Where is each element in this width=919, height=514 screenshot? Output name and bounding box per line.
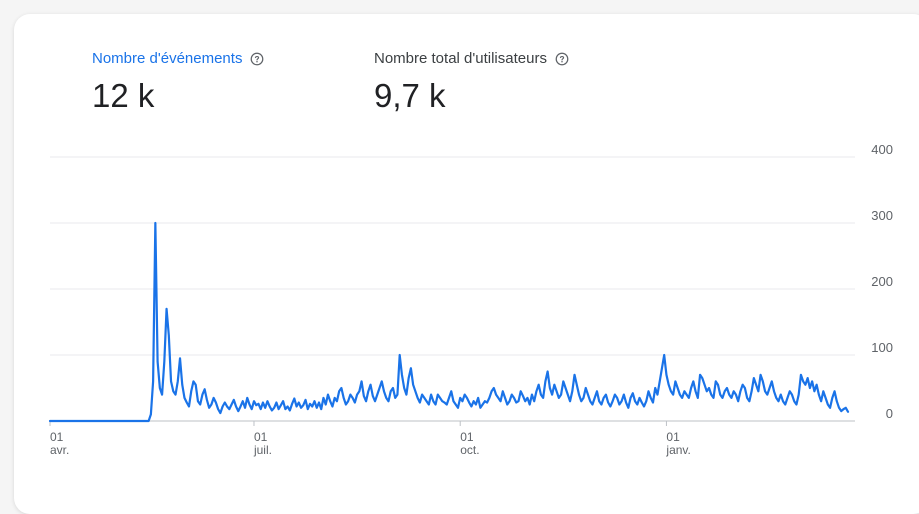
y-tick-label-400: 400 (871, 142, 893, 157)
metric-total-users[interactable]: Nombre total d'utilisateurs 9,7 k (374, 50, 569, 115)
y-tick-label-0: 0 (886, 406, 893, 421)
series-line-0 (48, 221, 850, 423)
x-tick-day-label: 01 (50, 430, 64, 444)
metric-events-label: Nombre d'événements (92, 50, 243, 67)
analytics-card: Nombre d'événements 12 k Nombre total d'… (14, 14, 919, 514)
y-tick-label-300: 300 (871, 208, 893, 223)
metric-events[interactable]: Nombre d'événements 12 k (92, 50, 264, 115)
x-tick-month-label: juil. (253, 443, 272, 457)
metric-total-users-label: Nombre total d'utilisateurs (374, 50, 547, 67)
x-tick-month-label: oct. (460, 443, 479, 457)
x-tick-month-label: avr. (50, 443, 69, 457)
x-tick-day-label: 01 (254, 430, 268, 444)
help-circle-icon[interactable] (250, 52, 264, 66)
y-tick-label-100: 100 (871, 340, 893, 355)
y-tick-label-200: 200 (871, 274, 893, 289)
x-tick-day-label: 01 (460, 430, 474, 444)
metric-events-value: 12 k (92, 77, 155, 114)
x-tick-month-label: janv. (665, 443, 690, 457)
x-tick-day-label: 01 (666, 430, 680, 444)
metric-total-users-value: 9,7 k (374, 77, 446, 114)
help-circle-icon[interactable] (555, 52, 569, 66)
